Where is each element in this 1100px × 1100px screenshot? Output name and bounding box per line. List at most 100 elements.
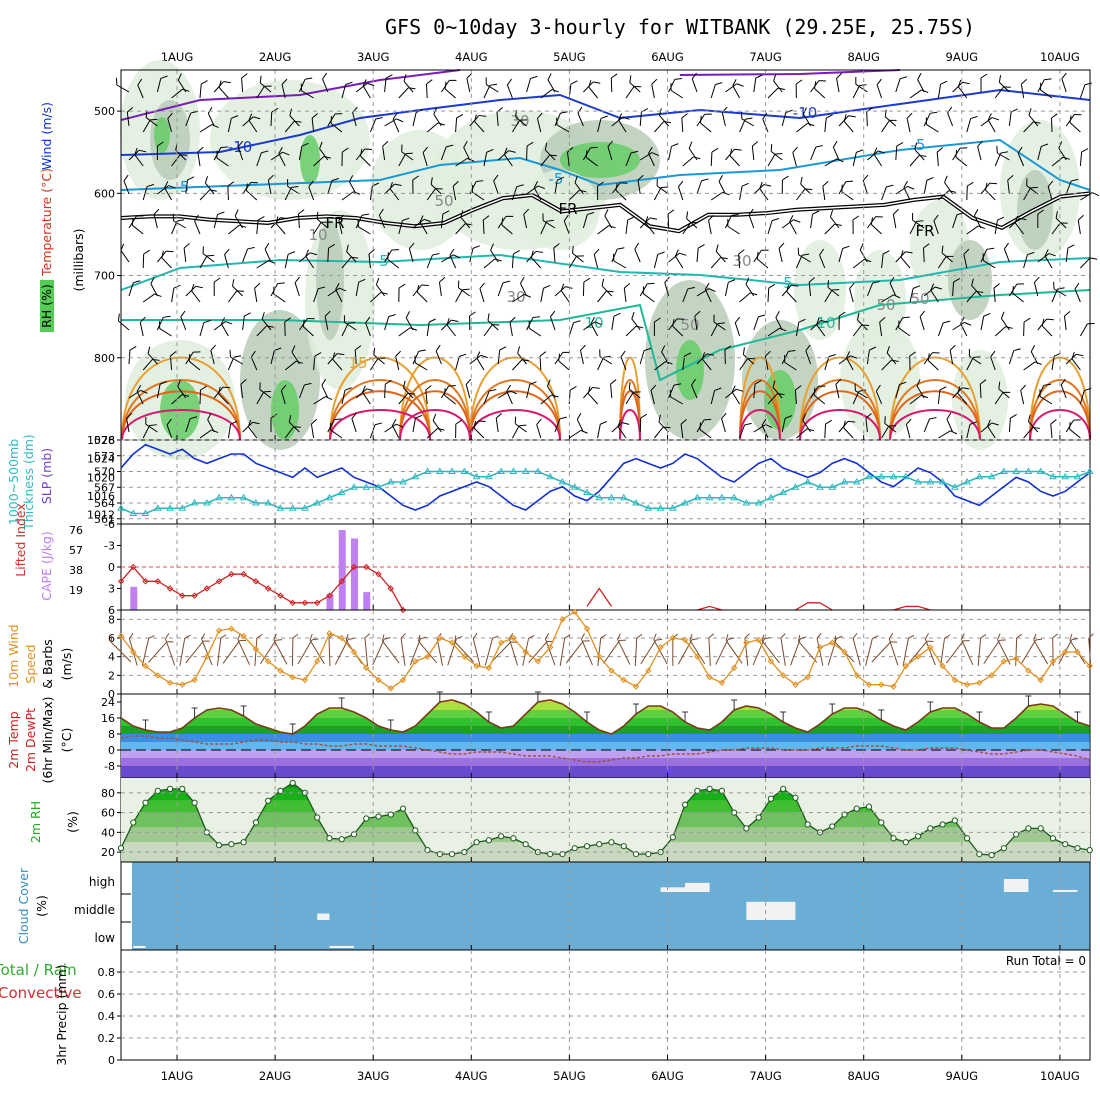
barb-staff: [715, 639, 729, 665]
barb-flag: [248, 113, 253, 121]
wind-barb: [677, 180, 684, 201]
barb-flag: [778, 242, 785, 249]
wind-barb: [980, 313, 991, 331]
barb-staff: [526, 384, 531, 399]
barb-staff: [297, 213, 300, 229]
barb-flag: [172, 213, 175, 222]
wind-barb: [335, 282, 343, 303]
li-marker: [363, 563, 370, 571]
barb-flag: [1028, 108, 1032, 116]
barb-flag: [619, 639, 626, 642]
barb-flag: [559, 416, 567, 420]
wind-barb: [355, 213, 370, 229]
wind-barb: [126, 412, 133, 433]
wind-barb: [796, 122, 815, 133]
wind-marker: [927, 644, 934, 651]
barb-flag: [843, 420, 846, 428]
barb-flag: [459, 353, 467, 357]
wind-barb: [355, 278, 366, 297]
wind-barb: [157, 185, 176, 195]
contour-label: 30: [506, 288, 525, 306]
temp2m-axis-labels: 2m Temp 2m DewPt (6hr Min/Max) (°C): [6, 697, 74, 784]
cloud-block: [1052, 889, 1078, 892]
barb-flag: [1020, 384, 1027, 391]
barb-staff: [650, 390, 655, 405]
barb-flag: [734, 316, 741, 323]
barb-staff: [346, 251, 357, 263]
barb-staff: [384, 118, 397, 127]
wind-barb: [884, 416, 897, 433]
barb-flag: [508, 150, 516, 153]
barb-flag: [784, 355, 786, 363]
barb-staff: [708, 220, 712, 235]
barb-staff: [1020, 390, 1025, 405]
barb-flag: [838, 311, 846, 317]
barb-flag: [489, 83, 498, 86]
wind-barb: [1079, 322, 1095, 337]
barb-flag: [456, 114, 464, 119]
barb-staff: [171, 88, 183, 99]
barb-flag: [699, 115, 702, 124]
barb-flag: [906, 418, 912, 425]
wind-barb: [1051, 156, 1070, 167]
wind-barb: [536, 418, 542, 439]
barb-staff: [634, 637, 638, 667]
wind-barb: [291, 345, 300, 365]
barb-staff: [1079, 323, 1088, 337]
barb-flag: [879, 316, 886, 323]
barb-staff: [682, 356, 686, 371]
wind-barb: [199, 429, 219, 439]
barb-flag: [506, 78, 512, 86]
barb-flag: [634, 242, 640, 250]
barb-flag: [201, 633, 206, 640]
barb-flag: [565, 286, 573, 289]
barb-flag: [149, 424, 157, 427]
barb-flag: [923, 243, 930, 249]
barb-staff: [852, 152, 857, 167]
barb-staff: [473, 427, 485, 439]
wind-barb: [382, 140, 389, 161]
barb-staff: [1079, 84, 1086, 99]
wind-barb: [242, 421, 260, 433]
barb-flag: [177, 73, 182, 81]
wind-barb: [425, 79, 433, 99]
barb-staff: [412, 218, 425, 229]
barb-staff: [810, 146, 817, 161]
barb-staff: [1065, 180, 1072, 195]
barb-flag: [772, 380, 776, 388]
wind-barb: [672, 319, 684, 337]
barb-staff: [544, 149, 556, 161]
barb-staff: [670, 89, 684, 99]
wind-barb: [171, 88, 190, 99]
barb-flag: [907, 185, 915, 190]
barb-staff: [895, 251, 906, 263]
barb-staff: [403, 387, 414, 399]
barb-staff: [185, 640, 204, 664]
barb-flag: [230, 420, 238, 425]
barb-flag: [927, 640, 934, 642]
wind-marker: [767, 658, 775, 665]
barb-flag: [793, 219, 801, 223]
barb-flag: [898, 320, 900, 328]
barb-staff: [540, 221, 548, 235]
rh-marker: [240, 839, 247, 846]
barb-flag: [822, 180, 829, 187]
wind-barb: [814, 81, 826, 99]
barb-staff: [886, 352, 897, 365]
barb-flag: [250, 350, 256, 358]
rh-marker: [853, 805, 860, 812]
wind-barb: [699, 115, 712, 133]
barb-staff: [753, 424, 766, 433]
temperature-contour: [739, 356, 781, 441]
barb-staff: [412, 418, 416, 433]
wind-barb: [593, 248, 600, 269]
barb-staff: [857, 319, 868, 331]
wind-barb: [440, 210, 450, 229]
wind-marker: [1074, 648, 1081, 656]
wind-barb: [691, 72, 698, 93]
barb-staff: [912, 219, 925, 229]
wind-barb-10m: [960, 633, 974, 665]
barb-staff: [1033, 282, 1039, 297]
barb-staff: [259, 389, 272, 399]
minmax-whisker: [338, 697, 345, 708]
